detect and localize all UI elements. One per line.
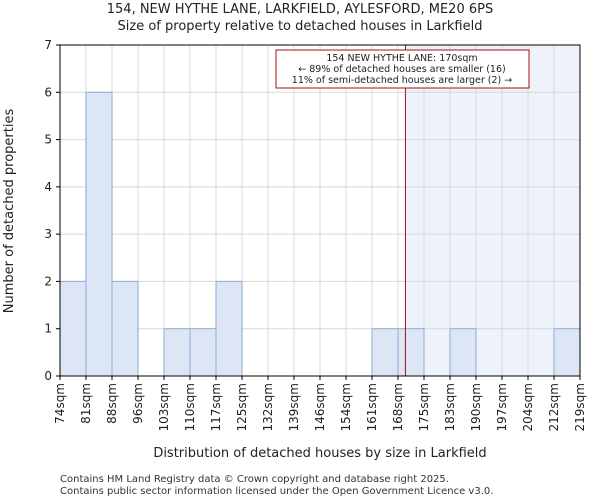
bar-103sqm: [163, 328, 191, 377]
footer-line-2: Contains public sector information licen…: [60, 486, 493, 497]
x-tick-label: 96sqm: [131, 383, 145, 424]
x-tick-label: 161sqm: [365, 383, 379, 431]
x-tick-label: 88sqm: [105, 383, 119, 424]
y-tick-label: 0: [44, 369, 52, 383]
bar-161sqm: [371, 328, 399, 377]
bar-168sqm: [397, 328, 425, 377]
y-tick-label: 4: [44, 180, 52, 194]
x-tick-label: 81sqm: [79, 383, 93, 424]
x-tick-label: 204sqm: [521, 383, 535, 431]
x-tick-label: 139sqm: [287, 383, 301, 431]
x-tick-label: 219sqm: [573, 383, 587, 431]
x-tick-label: 132sqm: [261, 383, 275, 431]
y-tick-label: 7: [44, 38, 52, 52]
bar-117sqm: [215, 280, 243, 377]
chart-title: 154, NEW HYTHE LANE, LARKFIELD, AYLESFOR…: [107, 2, 493, 17]
y-tick-label: 5: [44, 133, 52, 147]
bars: [59, 91, 581, 377]
x-tick-label: 212sqm: [547, 383, 561, 431]
bar-88sqm: [111, 280, 139, 377]
x-tick-label: 103sqm: [157, 383, 171, 431]
bar-74sqm: [59, 280, 87, 377]
bar-81sqm: [85, 91, 113, 377]
annotation-line-1: 154 NEW HYTHE LANE: 170sqm: [326, 53, 477, 64]
x-axis-ticks: 74sqm 81sqm 88sqm 96sqm 103sqm 110sqm 117sqm 12…: [53, 376, 587, 431]
bar-183sqm: [449, 328, 477, 377]
annotation-line-2: ← 89% of detached houses are smaller (16…: [298, 64, 505, 75]
x-tick-label: 110sqm: [183, 383, 197, 431]
x-tick-label: 74sqm: [53, 383, 67, 424]
footer-line-1: Contains HM Land Registry data © Crown c…: [60, 474, 449, 485]
annotation-line-3: 11% of semi-detached houses are larger (…: [292, 75, 512, 86]
y-tick-label: 6: [44, 85, 52, 99]
bar-212sqm: [553, 328, 581, 377]
x-tick-label: 168sqm: [391, 383, 405, 431]
x-tick-label: 146sqm: [313, 383, 327, 431]
annotation-box: [275, 49, 530, 89]
x-tick-label: 154sqm: [339, 383, 353, 431]
x-tick-label: 117sqm: [209, 383, 223, 431]
x-axis-label: Distribution of detached houses by size …: [153, 446, 486, 461]
x-tick-label: 197sqm: [495, 383, 509, 431]
x-tick-label: 175sqm: [417, 383, 431, 431]
x-tick-label: 183sqm: [443, 383, 457, 431]
chart-subtitle: Size of property relative to detached ho…: [118, 19, 483, 34]
x-tick-label: 190sqm: [469, 383, 483, 431]
x-tick-label: 125sqm: [235, 383, 249, 431]
y-tick-label: 1: [44, 322, 52, 336]
y-axis-ticks: 0 1 2 3 4 5 6 7: [44, 38, 60, 383]
highlight-region: [405, 45, 580, 376]
y-tick-label: 3: [44, 227, 52, 241]
y-tick-label: 2: [44, 274, 52, 288]
y-axis-label: Number of detached properties: [2, 109, 17, 314]
bar-110sqm: [189, 328, 217, 377]
